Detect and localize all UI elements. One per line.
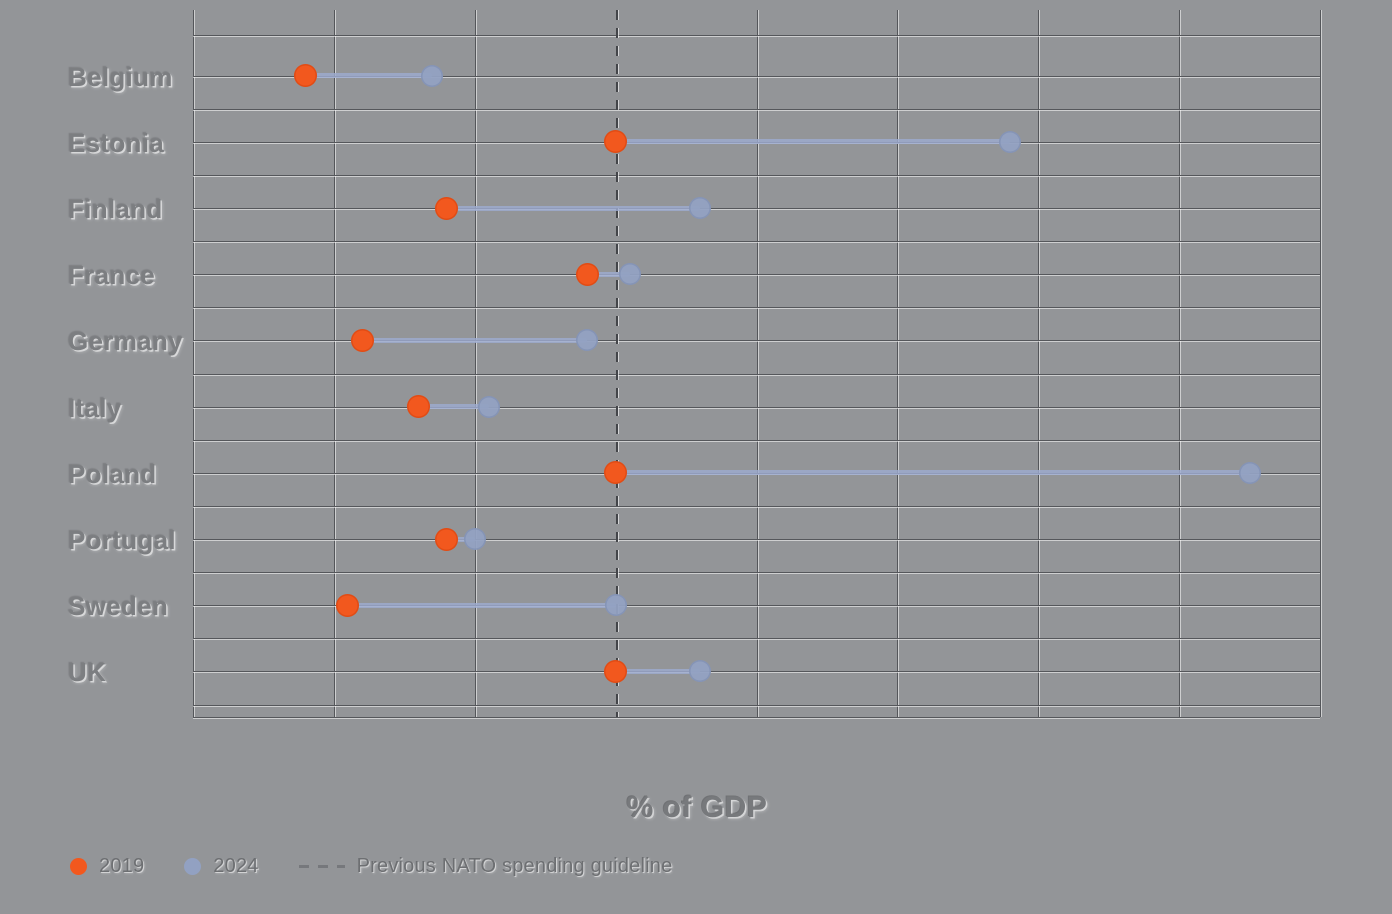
- dot-2024-portugal: [463, 528, 486, 550]
- nato-guideline-halo: [617, 10, 620, 717]
- dot-2019-france: [575, 262, 599, 286]
- category-label-finland: Finland: [68, 194, 163, 224]
- gridline-horizontal: [193, 671, 1320, 673]
- gridline-horizontal: [193, 572, 1320, 574]
- category-label-germany: Germany: [68, 326, 183, 357]
- gridline-horizontal: [193, 605, 1320, 607]
- dot-2024-finland: [689, 197, 712, 219]
- gridline-horizontal: [193, 274, 1320, 276]
- dot-2024-uk: [689, 660, 712, 683]
- dot-2019-germany: [350, 328, 374, 352]
- gridline-horizontal: [193, 539, 1320, 540]
- dot-2019-poland: [604, 461, 628, 485]
- dot-2024-france: [618, 263, 641, 286]
- connector-portugal: [446, 536, 475, 542]
- connector-france: [587, 271, 630, 277]
- legend-2019-label: 2019: [99, 855, 145, 877]
- gridline-horizontal: [193, 340, 1320, 342]
- category-label-belgium: Belgium: [68, 61, 173, 92]
- gridline-horizontal: [193, 406, 1320, 408]
- gridline-horizontal: [193, 505, 1320, 507]
- category-label-uk: UK: [68, 657, 107, 688]
- dot-2019-sweden: [336, 593, 360, 617]
- x-axis-label: % of GDP: [626, 791, 768, 824]
- legend-item-2024: 2024: [184, 855, 258, 878]
- gridline-vertical: [756, 10, 758, 717]
- connector-germany: [362, 337, 588, 343]
- connector-poland: [615, 470, 1250, 476]
- legend-item-2019: 2019: [70, 855, 144, 878]
- gridline-vertical: [474, 10, 476, 717]
- chart-legend: 2019 2024 Previous NATO spending guideli…: [70, 855, 672, 878]
- gridline-vertical: [897, 10, 899, 717]
- gridline-horizontal: [193, 373, 1320, 375]
- dot-2019-italy: [406, 395, 430, 419]
- legend-guideline-label: Previous NATO spending guideline: [356, 855, 673, 877]
- gridline-horizontal: [193, 307, 1320, 309]
- category-label-italy: Italy: [68, 392, 122, 423]
- gridline-vertical: [1179, 10, 1181, 717]
- gridline-vertical: [333, 10, 335, 717]
- gridline-horizontal: [193, 208, 1320, 209]
- gridline-horizontal: [193, 439, 1320, 441]
- gridline-horizontal: [193, 717, 1320, 718]
- dot-2024-poland: [1238, 461, 1261, 484]
- dot-2024-germany: [576, 329, 599, 352]
- dot-2019-estonia: [604, 130, 628, 154]
- category-label-france: France: [68, 260, 156, 291]
- dot-2024-sweden: [604, 594, 627, 617]
- connector-italy: [418, 404, 489, 410]
- gridline-vertical: [1320, 10, 1321, 717]
- dot-2024-estonia: [999, 130, 1022, 153]
- category-label-sweden: Sweden: [68, 591, 169, 622]
- gridline-horizontal: [193, 241, 1320, 243]
- gridline-vertical: [1038, 10, 1040, 717]
- gridline-horizontal: [193, 75, 1320, 77]
- dot-2024-belgium: [421, 64, 444, 87]
- gridline-horizontal: [193, 174, 1320, 176]
- connector-belgium: [305, 73, 433, 79]
- category-label-portugal: Portugal: [68, 525, 176, 555]
- connector-uk: [615, 668, 701, 674]
- gridline-horizontal: [193, 108, 1320, 110]
- connector-finland: [446, 205, 701, 211]
- dot-2019-belgium: [294, 64, 318, 88]
- dot-2019-uk: [604, 659, 628, 683]
- legend-item-guideline: Previous NATO spending guideline: [298, 855, 673, 878]
- nato-guideline-dashed-line: [615, 10, 619, 717]
- legend-2024-label: 2024: [213, 855, 259, 877]
- connector-estonia: [615, 139, 1011, 145]
- legend-2024-dot-swatch: [184, 858, 202, 875]
- category-label-poland: Poland: [68, 458, 157, 489]
- gridline-horizontal: [193, 638, 1320, 640]
- gridline-horizontal: [193, 35, 1320, 36]
- connector-sweden: [347, 602, 616, 608]
- gridline-vertical: [193, 10, 194, 717]
- gridline-horizontal: [193, 704, 1320, 706]
- category-label-estonia: Estonia: [68, 127, 165, 158]
- dot-2019-portugal: [435, 527, 459, 551]
- dot-2024-italy: [477, 395, 500, 418]
- legend-guideline-dash-swatch: [298, 865, 345, 868]
- legend-2019-dot-swatch: [70, 858, 87, 875]
- dot-2019-finland: [435, 196, 459, 220]
